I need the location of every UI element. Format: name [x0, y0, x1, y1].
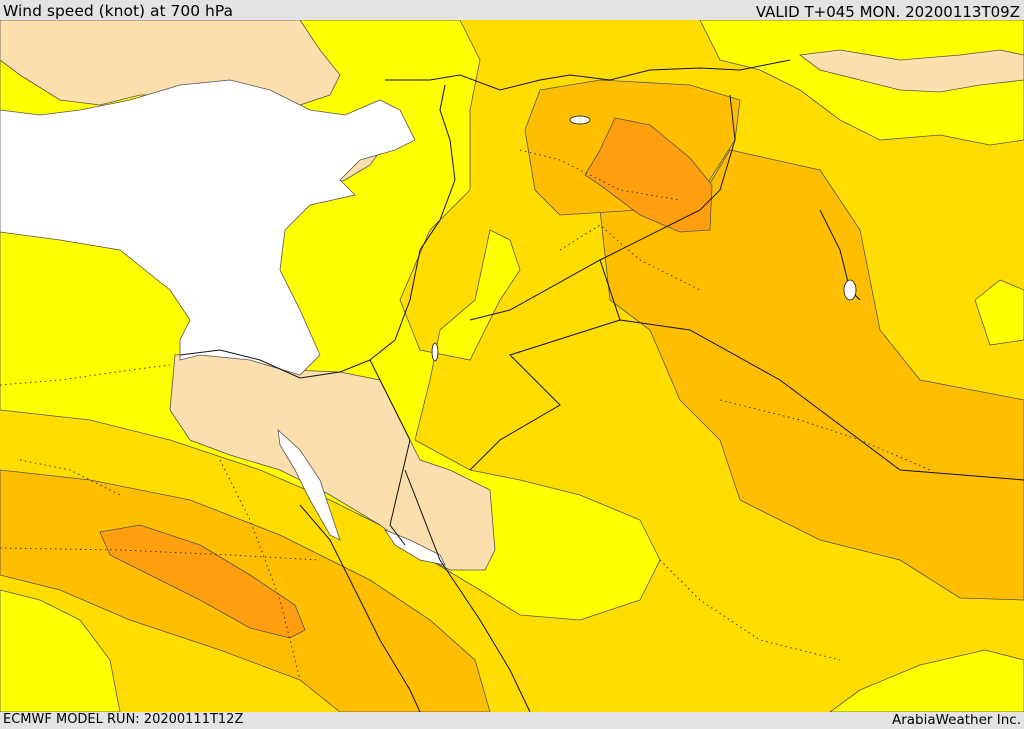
valid-time: VALID T+045 MON. 20200113T09Z: [755, 3, 1020, 21]
wind-band-3-east: [599, 149, 1024, 601]
wind-speed-map: [0, 20, 1024, 712]
mediterranean-sea: [0, 79, 416, 376]
province-borders: [0, 149, 931, 681]
red-sea-gulf-suez: [277, 428, 341, 541]
model-run: ECMWF MODEL RUN: 20200111T12Z: [3, 712, 244, 727]
lake-assad: [569, 115, 591, 125]
lake-euphrates: [843, 279, 857, 301]
footer-bar: ECMWF MODEL RUN: 20200111T12Z ArabiaWeat…: [0, 712, 1024, 729]
low-wind-northeast: [798, 49, 1024, 93]
wind-band-1-east: [974, 279, 1024, 346]
lake-tiberias: [431, 342, 439, 362]
wind-band-1-southeast: [829, 649, 1024, 712]
wind-band-1-northeast: [699, 20, 1024, 146]
wind-band-1-southwest: [0, 589, 121, 712]
wind-band-4-north: [584, 117, 713, 233]
map-title: Wind speed (knot) at 700 hPa: [3, 2, 234, 20]
wind-band-4-southwest: [99, 524, 306, 639]
brand-label: ArabiaWeather Inc.: [891, 712, 1021, 728]
low-wind-sinai-egypt: [169, 349, 496, 571]
header-bar: Wind speed (knot) at 700 hPa VALID T+045…: [0, 0, 1024, 20]
